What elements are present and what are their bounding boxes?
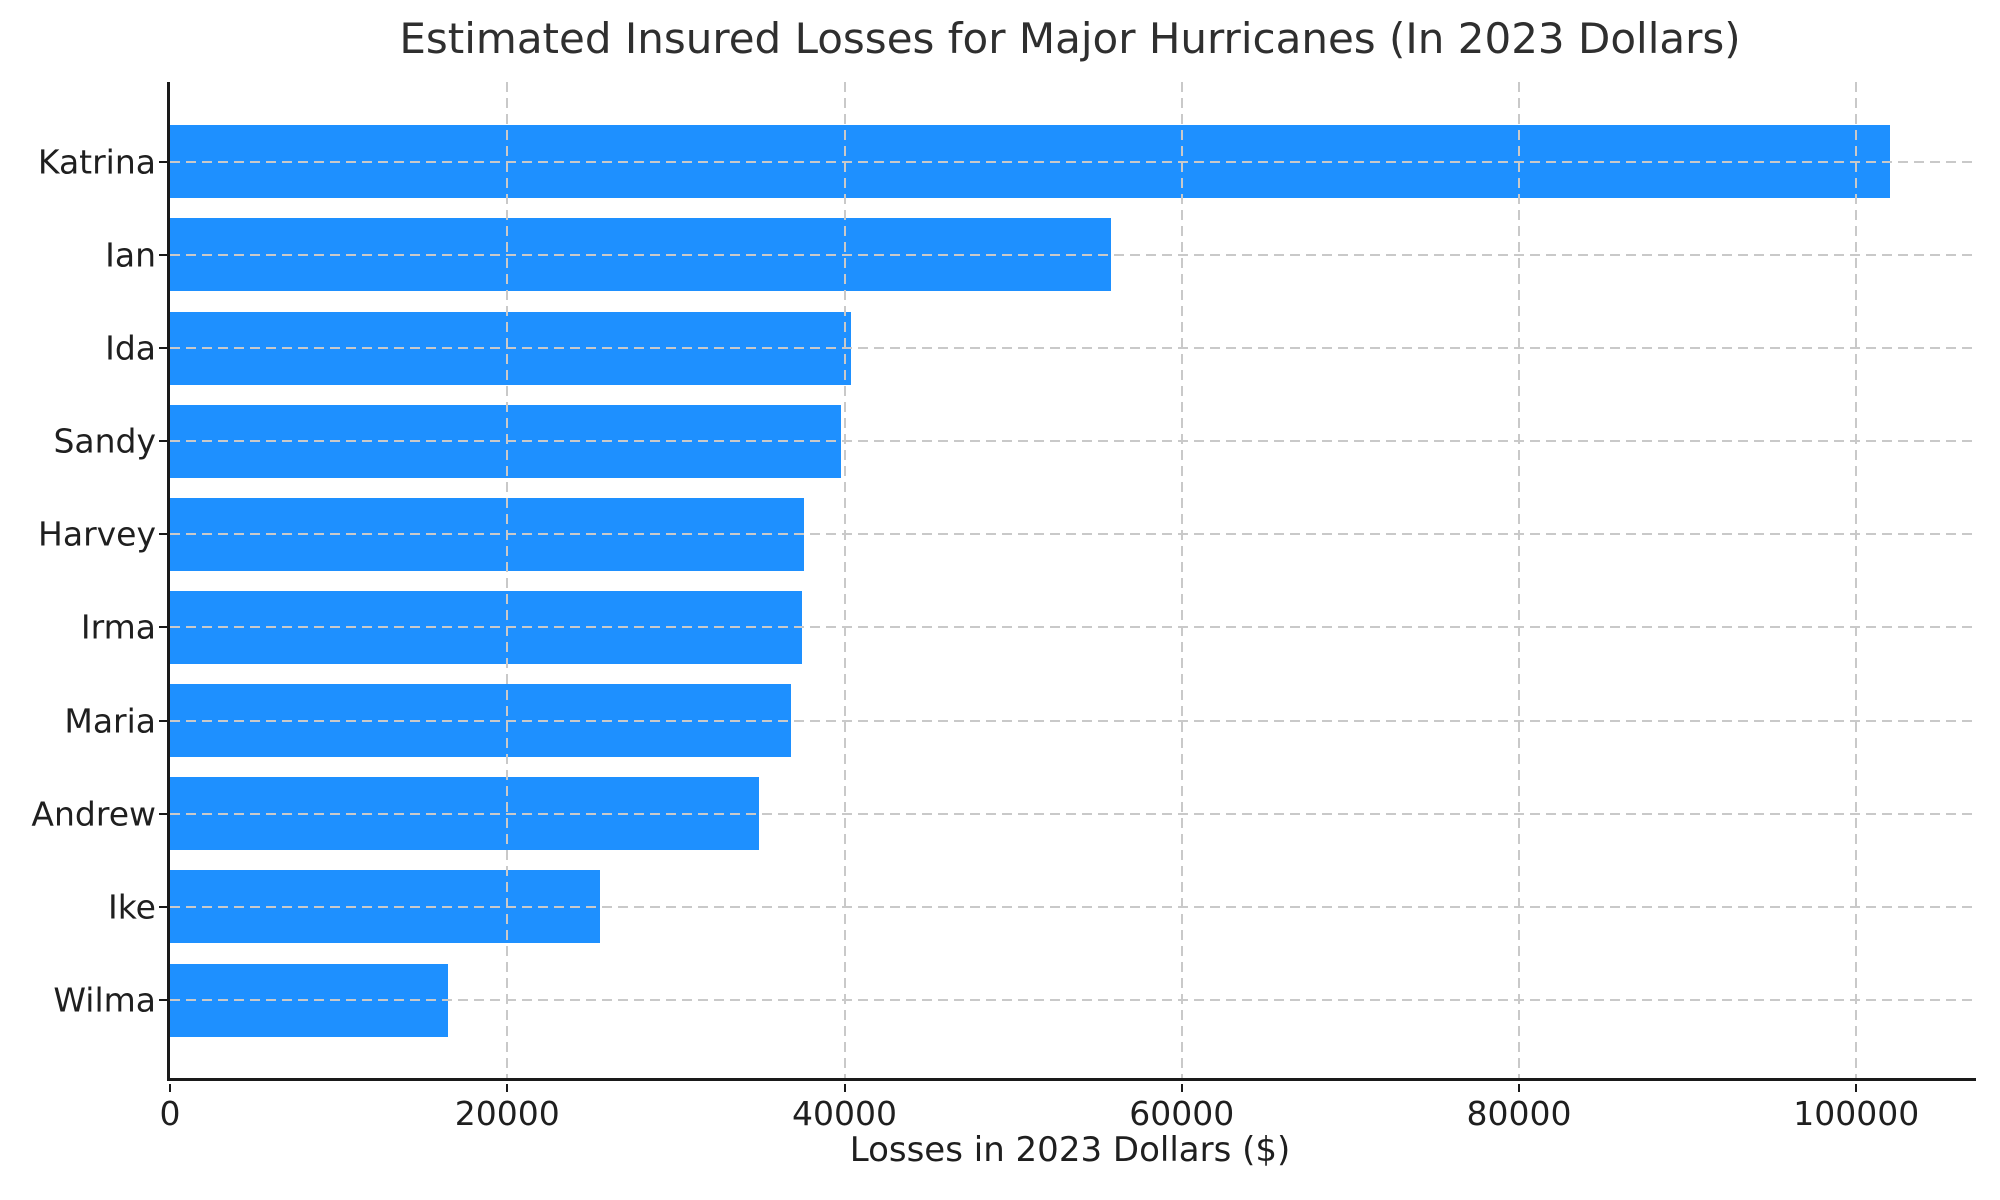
x-tick	[506, 1084, 509, 1092]
gridline-vertical	[843, 82, 846, 1078]
gridline-horizontal	[170, 347, 1976, 349]
gridline-horizontal	[170, 719, 1976, 722]
y-tick-label-ike: Ike	[108, 887, 156, 927]
x-tick-label-40000: 40000	[792, 1094, 897, 1133]
x-tick	[1855, 1084, 1858, 1092]
gridline-horizontal	[170, 533, 1976, 536]
y-tick-label-wilma: Wilma	[53, 980, 156, 1020]
x-tick-label-20000: 20000	[454, 1094, 560, 1133]
y-tick-label-irma: Irma	[80, 607, 156, 647]
y-tick	[159, 812, 167, 815]
gridline-horizontal	[170, 160, 1976, 163]
y-tick	[159, 160, 167, 163]
y-tick-label-ian: Ian	[105, 235, 156, 275]
x-tick-label-60000: 60000	[1129, 1094, 1235, 1133]
gridline-horizontal	[170, 440, 1976, 443]
y-tick-label-sandy: Sandy	[53, 421, 156, 461]
gridline-vertical	[506, 82, 509, 1078]
chart-title: Estimated Insured Losses for Major Hurri…	[399, 14, 1741, 63]
y-tick-label-katrina: Katrina	[37, 142, 156, 182]
gridline-horizontal	[170, 626, 1976, 629]
y-tick-label-ida: Ida	[105, 328, 156, 368]
x-tick	[1518, 1084, 1521, 1092]
plot-area: Katrina Ian Ida Sandy Harvey Irma Maria Andrew I…	[31, 82, 1976, 1133]
gridline-horizontal	[170, 999, 1976, 1002]
y-tick-label-maria: Maria	[64, 701, 156, 741]
y-tick-label-andrew: Andrew	[31, 794, 156, 834]
y-tick	[159, 347, 167, 349]
y-tick	[159, 626, 167, 629]
x-tick	[843, 1084, 846, 1092]
gridline-horizontal	[170, 812, 1976, 815]
y-tick	[159, 533, 167, 536]
x-tick-label-80000: 80000	[1466, 1094, 1572, 1133]
y-tick	[159, 253, 167, 256]
y-tick-label-harvey: Harvey	[38, 514, 156, 554]
y-tick	[159, 905, 167, 908]
x-tick-label-100000: 100000	[1793, 1094, 1920, 1133]
gridline-horizontal	[170, 253, 1976, 256]
gridline-horizontal	[170, 905, 1976, 908]
gridline-vertical	[1518, 82, 1521, 1078]
x-tick-label-0: 0	[159, 1094, 181, 1133]
y-tick	[159, 440, 167, 443]
y-tick	[159, 999, 167, 1002]
x-axis-label: Losses in 2023 Dollars ($)	[849, 1130, 1291, 1170]
gridline-vertical	[1180, 82, 1183, 1078]
y-tick	[159, 719, 167, 722]
gridline-vertical	[1855, 82, 1858, 1078]
x-tick	[169, 1084, 171, 1092]
x-tick	[1180, 1084, 1183, 1092]
